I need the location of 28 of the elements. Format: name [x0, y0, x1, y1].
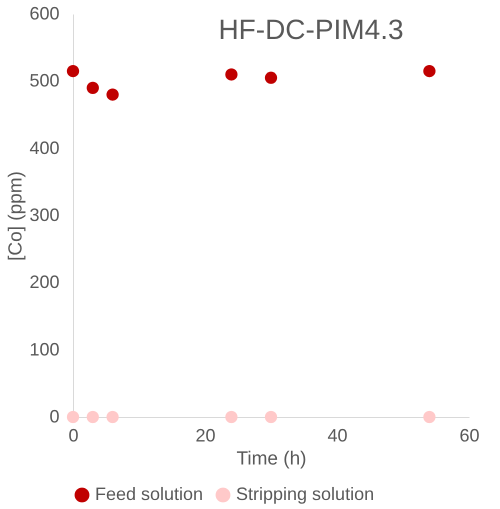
x-tick-label: 40 [327, 426, 348, 446]
point [423, 410, 436, 424]
x-axis-title: Time (h) [236, 448, 307, 470]
point [106, 88, 119, 101]
y-axis-title: [Co] (ppm) [5, 171, 26, 261]
point [225, 410, 238, 424]
chart-title: HF-DC-PIM4.3 [218, 14, 404, 45]
legend-label: Stripping solution [236, 484, 374, 504]
point [86, 410, 99, 424]
point [225, 68, 238, 81]
y-tick-label: 500 [29, 70, 60, 91]
point [264, 410, 278, 424]
y-tick-label: 0 [49, 406, 60, 426]
point [106, 410, 119, 424]
y-tick-label: 400 [29, 138, 60, 158]
point [264, 72, 278, 84]
point [86, 82, 99, 94]
x-tick-label: 20 [195, 426, 216, 446]
y-tick-label: 100 [29, 339, 60, 360]
y-tick-label: 600 [29, 4, 60, 24]
y-tick-label: 200 [29, 272, 60, 292]
point [66, 64, 80, 78]
point [66, 410, 80, 424]
legend-label: Feed solution [95, 484, 204, 504]
x-tick-label: 0 [68, 426, 79, 446]
y-tick-label: 300 [29, 205, 60, 225]
x-tick-label: 60 [459, 426, 480, 446]
point [423, 64, 436, 78]
